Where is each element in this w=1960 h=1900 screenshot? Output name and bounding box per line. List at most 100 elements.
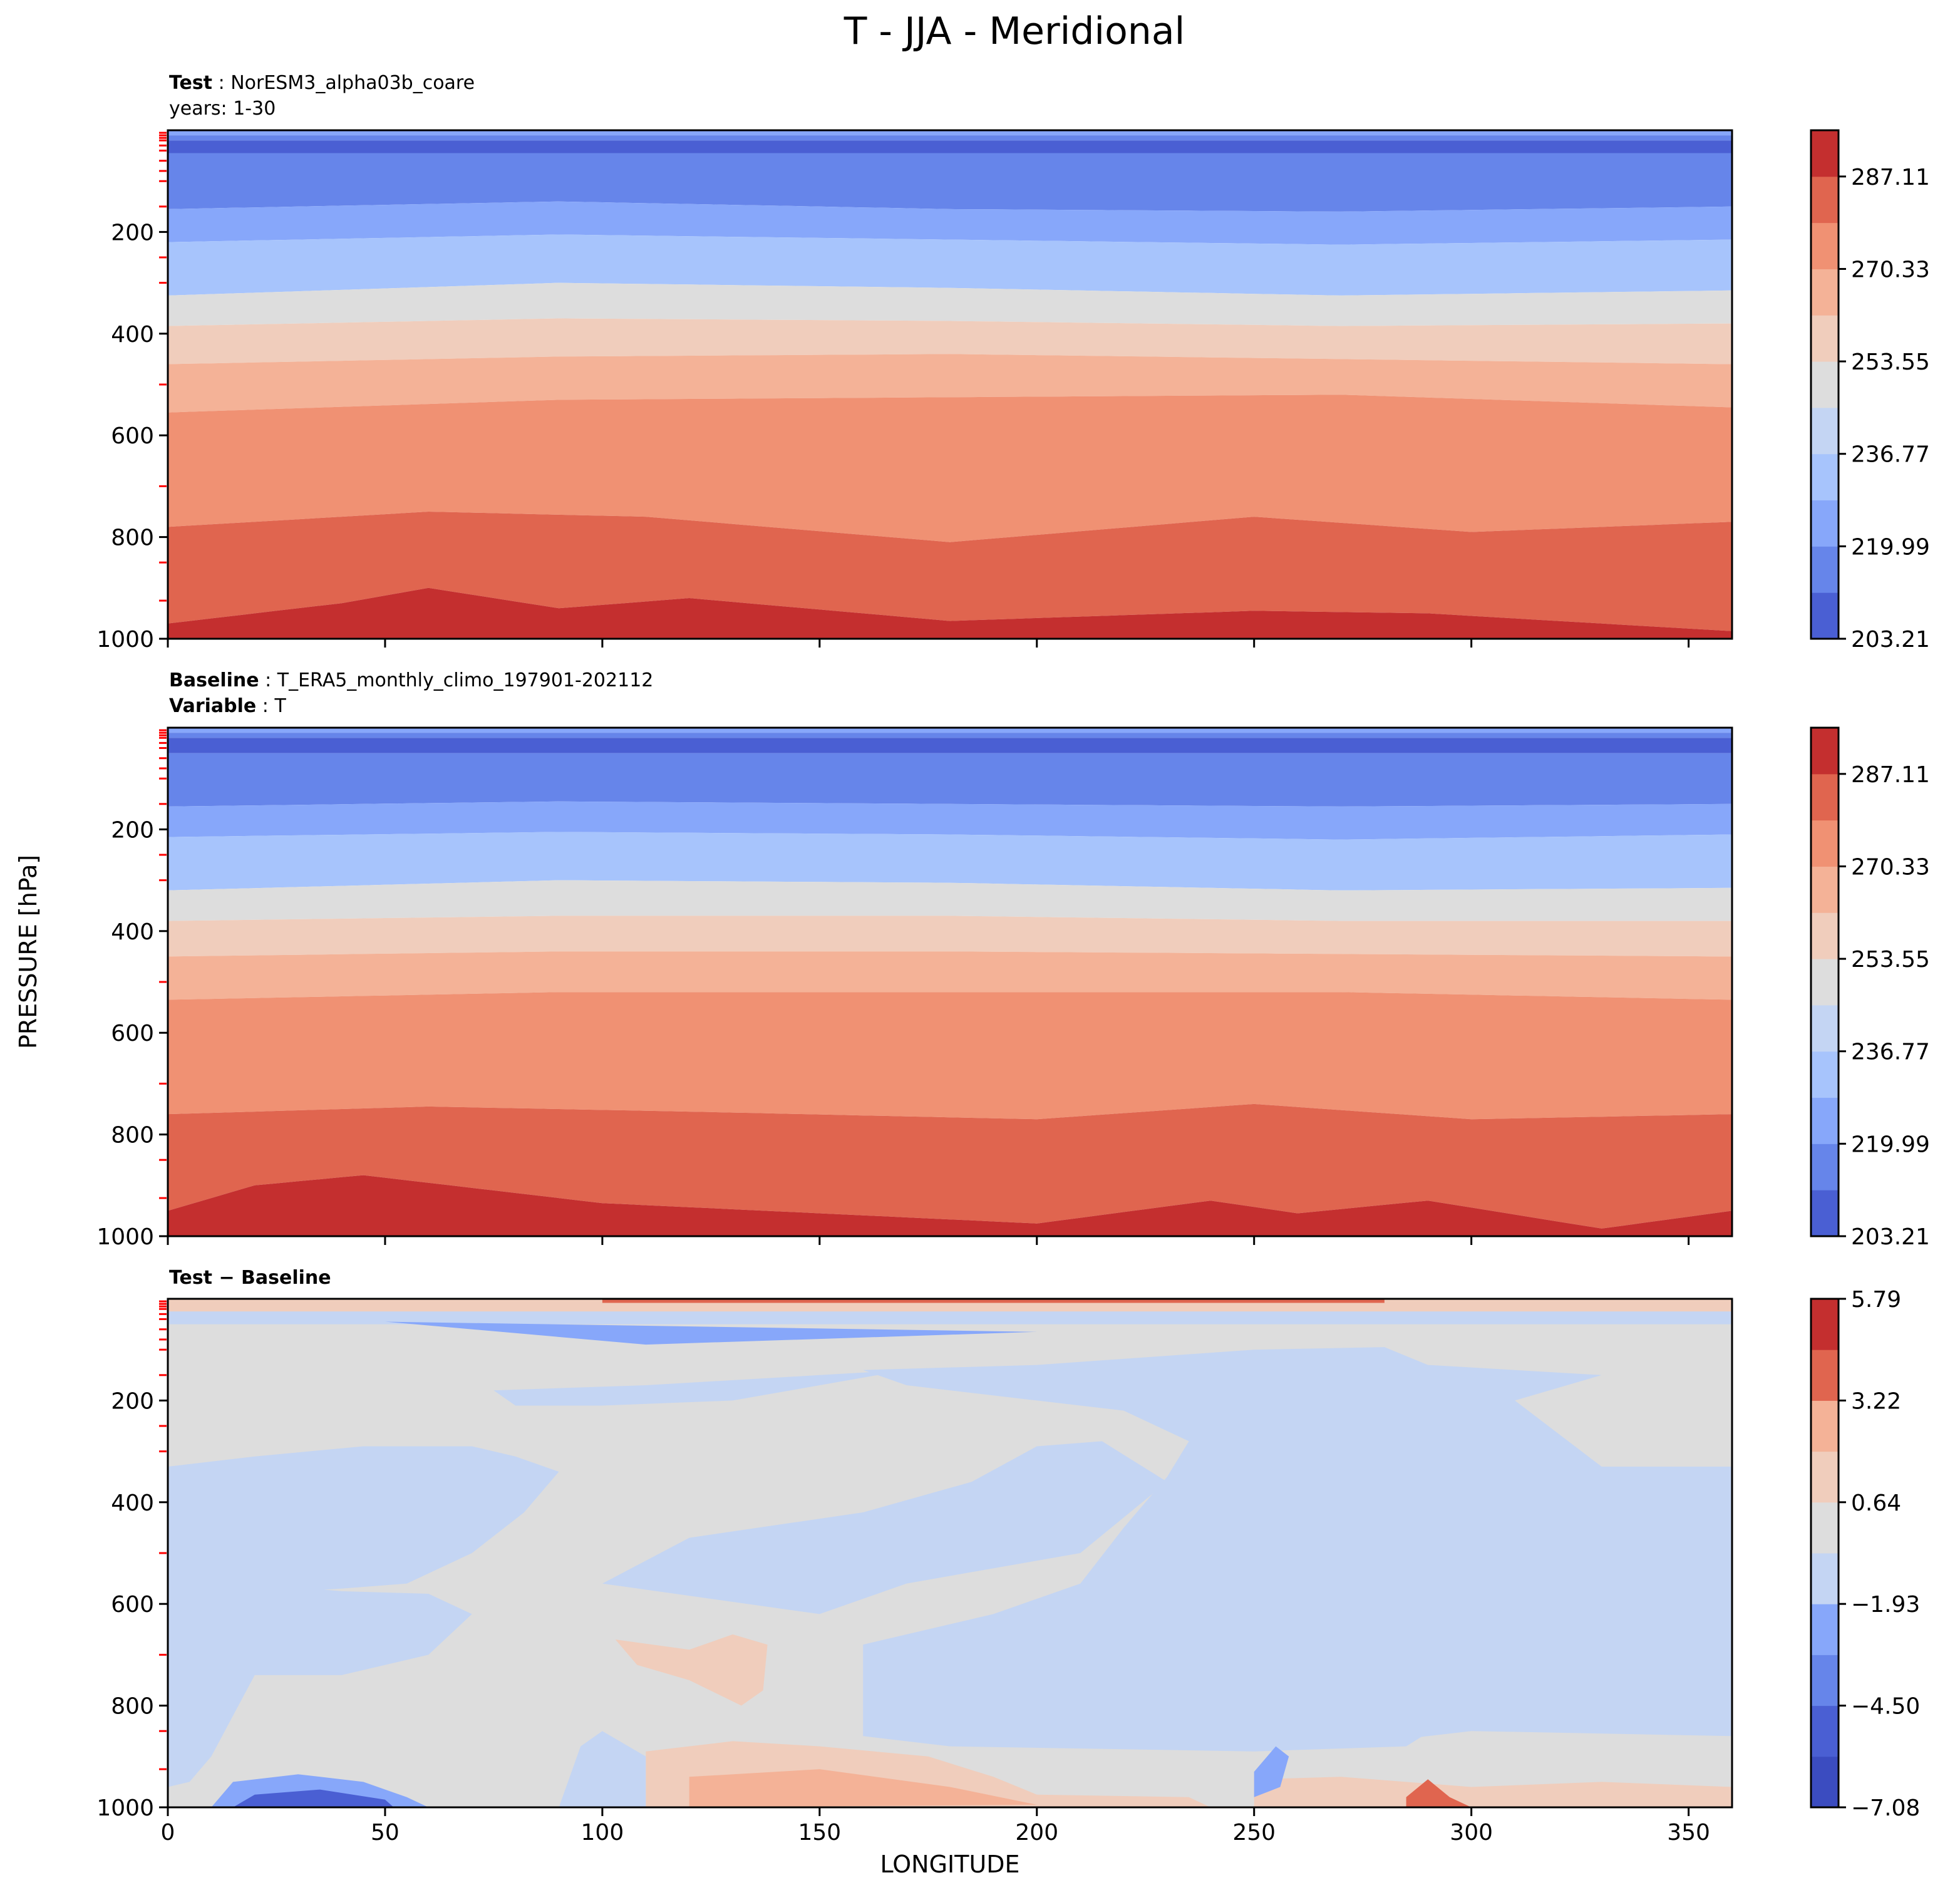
x-tick-label: 100 <box>581 1820 624 1846</box>
panel-baseline-header-1-bold: Baseline <box>169 669 259 691</box>
y-axis-label: PRESSURE [hPa] <box>14 855 42 1049</box>
colorbar-segment <box>1811 407 1839 455</box>
contour-band <box>168 1446 559 1629</box>
y-tick-label: 400 <box>111 919 154 945</box>
colorbar-tick-label: 203.21 <box>1851 627 1930 653</box>
panel-baseline-frame <box>167 726 1733 1237</box>
x-tick-label: 300 <box>1450 1820 1493 1846</box>
panel-diff-colorbar: −7.08 −4.50 −1.93 0.64 3.22 5.79 <box>1810 1287 1920 1821</box>
contour-band <box>602 1441 1167 1614</box>
colorbar-segment <box>1811 269 1839 316</box>
colorbar-frame <box>1810 129 1840 640</box>
colorbar-segment <box>1811 500 1839 547</box>
y-tick-label: 600 <box>111 1592 154 1618</box>
colorbar-segment <box>1811 1502 1839 1554</box>
contour-band <box>168 153 1732 212</box>
panel-diff-header-1-bold: Test − Baseline <box>169 1267 331 1289</box>
colorbar-frame <box>1810 1298 1840 1809</box>
colorbar-tick-label: −1.93 <box>1851 1592 1920 1618</box>
colorbar-segment <box>1811 1655 1839 1706</box>
contour-band <box>168 318 1732 364</box>
colorbar-segment <box>1811 1553 1839 1604</box>
contour-band <box>233 1789 394 1807</box>
x-tick-label: 150 <box>798 1820 841 1846</box>
contour-band <box>168 1583 472 1787</box>
colorbar-segment <box>1811 866 1839 913</box>
colorbar-segment <box>1811 1299 1839 1350</box>
colorbar-segment <box>1811 820 1839 867</box>
colorbar-segment <box>1811 912 1839 959</box>
contour-band <box>168 512 1732 631</box>
panel-baseline-axes: 200 400 600 800 1000 <box>96 729 1690 1250</box>
y-tick-label: 800 <box>111 525 154 551</box>
colorbar-segment <box>1811 1004 1839 1052</box>
y-tick-label: 400 <box>111 322 154 348</box>
contour-band <box>1254 1746 1289 1797</box>
panel-baseline-header-2-text: T <box>274 695 286 717</box>
colorbar-segment <box>1811 315 1839 362</box>
colorbar-tick-label: 270.33 <box>1851 257 1930 282</box>
x-tick-label: 50 <box>371 1820 400 1846</box>
colorbar-segment <box>1811 1705 1839 1757</box>
x-axis-label: LONGITUDE <box>880 1851 1019 1878</box>
contour-band <box>559 1731 646 1807</box>
contour-band <box>168 753 1732 807</box>
y-tick-label: 200 <box>111 1388 154 1414</box>
contour-band <box>1254 1777 1732 1807</box>
y-tick-label: 1000 <box>96 1795 154 1821</box>
colorbar-segment <box>1811 176 1839 224</box>
panel-diff: Test − Baseline 200 400 600 800 1000 0 50 100 15… <box>96 1267 1920 1846</box>
colorbar-segment <box>1811 728 1839 775</box>
colorbar-segment <box>1811 361 1839 408</box>
x-tick-label: 0 <box>161 1820 175 1846</box>
colorbar-segment <box>1811 1451 1839 1503</box>
colorbar-tick-label: 236.77 <box>1851 442 1930 468</box>
y-tick-label: 1000 <box>96 1224 154 1250</box>
panel-test-header-1-text: NorESM3_alpha03b_coare <box>230 72 475 94</box>
contour-band <box>168 140 1732 153</box>
panel-test-frame <box>167 129 1733 640</box>
contour-band <box>168 733 1732 738</box>
colorbar-segment <box>1811 1097 1839 1144</box>
contour-band <box>384 1321 1037 1345</box>
contour-band <box>168 916 1732 957</box>
colorbar-segment <box>1811 1051 1839 1098</box>
colorbar-tick-label: 236.77 <box>1851 1040 1930 1065</box>
panel-test-header-1-sep: : <box>212 72 230 94</box>
contour-band <box>493 1370 907 1406</box>
contour-band <box>168 1103 1732 1229</box>
colorbar-tick-label: 203.21 <box>1851 1224 1930 1250</box>
contour-band <box>168 234 1732 296</box>
y-tick-label: 800 <box>111 1123 154 1149</box>
contour-band <box>168 880 1732 921</box>
panel-test-colorbar: 203.21 219.99 236.77 253.55 270.33 287.11 <box>1810 129 1930 653</box>
contour-band <box>168 992 1732 1120</box>
colorbar-segment <box>1811 959 1839 1006</box>
colorbar-segment <box>1811 546 1839 593</box>
contour-band <box>689 1769 1037 1807</box>
panel-diff-frame <box>167 1298 1733 1809</box>
colorbar-tick-label: 219.99 <box>1851 1132 1930 1157</box>
panel-baseline-colorbar: 203.21 219.99 236.77 253.55 270.33 287.11 <box>1810 726 1930 1250</box>
contour-band <box>168 738 1732 753</box>
colorbar-tick-label: −7.08 <box>1851 1795 1920 1821</box>
colorbar-tick-label: 219.99 <box>1851 534 1930 560</box>
panel-baseline-contour-fills <box>168 728 1732 1236</box>
colorbar-tick-label: −4.50 <box>1851 1694 1920 1720</box>
colorbar-tick-label: 5.79 <box>1851 1287 1901 1313</box>
colorbar-segment <box>1811 1400 1839 1452</box>
colorbar-segment <box>1811 453 1839 501</box>
contour-band <box>168 201 1732 245</box>
colorbar-segment <box>1811 1756 1839 1808</box>
y-tick-label: 600 <box>111 423 154 449</box>
colorbar-segment <box>1811 1350 1839 1401</box>
panel-baseline-header-1-sep: : <box>259 669 277 691</box>
panel-diff-header-1: Test − Baseline <box>169 1267 331 1289</box>
contour-band <box>168 130 1732 136</box>
contour-band <box>168 135 1732 141</box>
y-tick-label: 200 <box>111 817 154 843</box>
colorbar-tick-label: 253.55 <box>1851 947 1930 973</box>
colorbar-frame <box>1810 726 1840 1237</box>
panel-baseline-header-1-text: T_ERA5_monthly_climo_197901-202112 <box>277 669 654 691</box>
